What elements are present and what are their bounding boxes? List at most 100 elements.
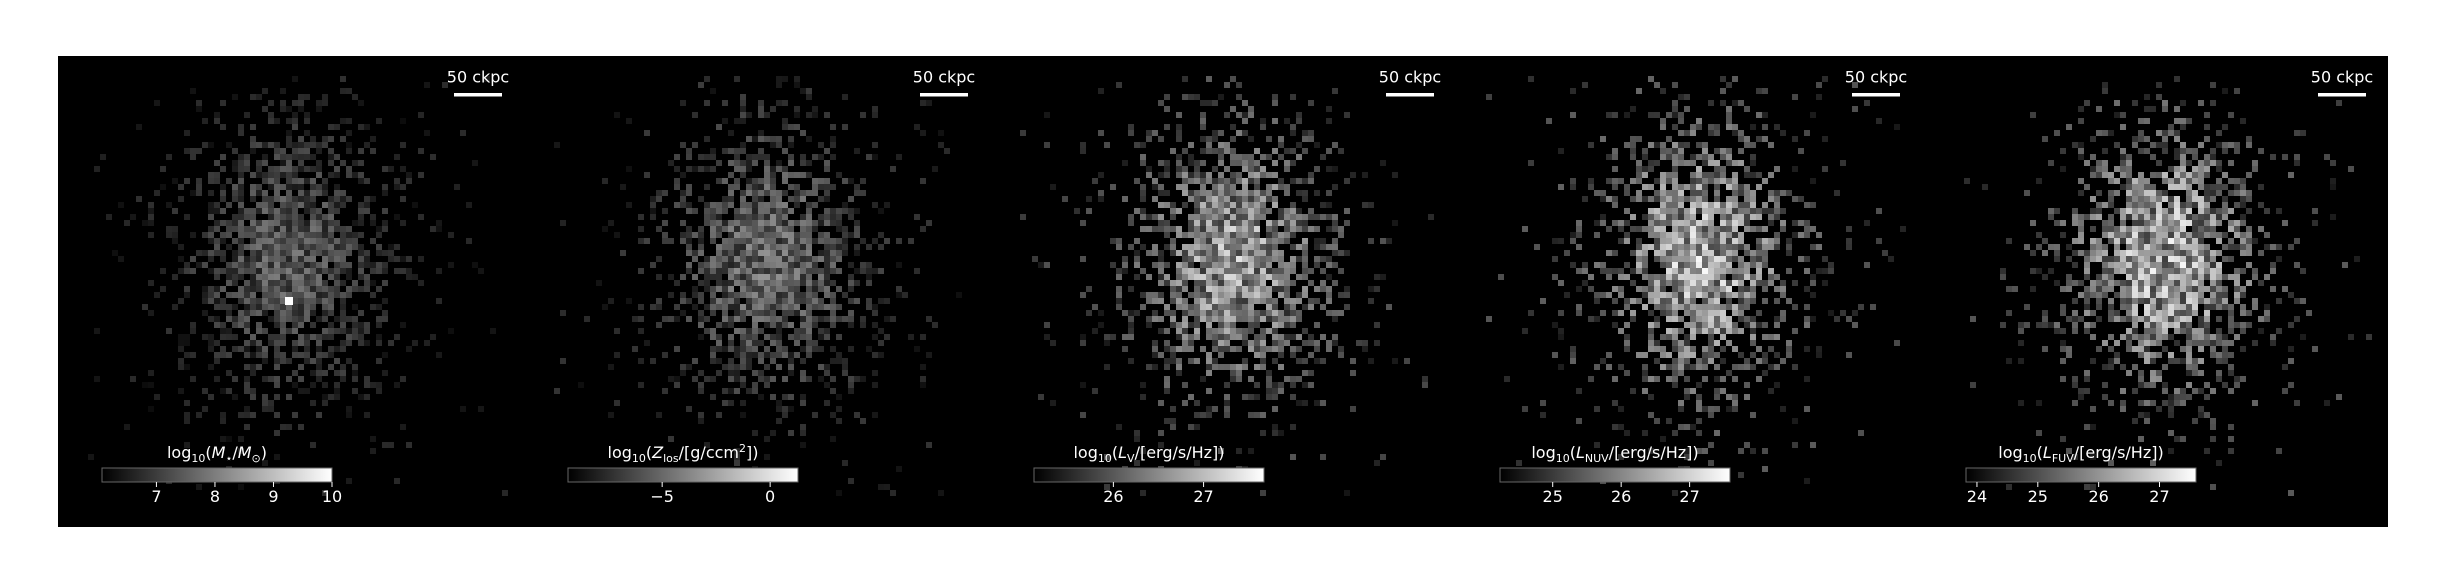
map-pixel — [1750, 262, 1756, 268]
map-pixel — [674, 316, 680, 322]
map-pixel — [2162, 250, 2168, 256]
map-pixel — [2054, 208, 2060, 214]
map-pixel — [1224, 256, 1230, 262]
map-pixel — [776, 352, 782, 358]
map-pixel — [824, 328, 830, 334]
map-pixel — [734, 238, 740, 244]
map-pixel — [208, 394, 214, 400]
map-pixel — [292, 208, 298, 214]
map-pixel — [226, 178, 232, 184]
map-pixel — [1804, 406, 1810, 412]
map-pixel — [292, 148, 298, 154]
map-pixel — [1200, 292, 1206, 298]
map-pixel — [1248, 154, 1254, 160]
map-pixel — [226, 244, 232, 250]
map-pixel — [2114, 142, 2120, 148]
map-pixel — [2048, 322, 2054, 328]
map-pixel — [806, 352, 812, 358]
map-pixel — [800, 298, 806, 304]
map-pixel — [1690, 334, 1696, 340]
label-part: / — [232, 443, 238, 462]
map-pixel — [2132, 292, 2138, 298]
map-pixel — [2198, 298, 2204, 304]
map-pixel — [1792, 136, 1798, 142]
map-pixel — [1128, 316, 1134, 322]
map-pixel — [238, 244, 244, 250]
map-pixel — [340, 226, 346, 232]
map-pixel — [358, 172, 364, 178]
map-pixel — [2144, 238, 2150, 244]
map-pixel — [1606, 250, 1612, 256]
map-pixel — [1224, 202, 1230, 208]
map-pixel — [818, 280, 824, 286]
map-pixel — [2180, 148, 2186, 154]
map-pixel — [1200, 304, 1206, 310]
map-pixel — [944, 148, 950, 154]
map-pixel — [334, 256, 340, 262]
map-pixel — [788, 298, 794, 304]
map-pixel — [704, 442, 710, 448]
map-pixel — [274, 376, 280, 382]
map-pixel — [250, 124, 256, 130]
map-pixel — [2162, 238, 2168, 244]
map-pixel — [1672, 310, 1678, 316]
map-pixel — [232, 190, 238, 196]
map-pixel — [758, 190, 764, 196]
map-pixel — [1170, 418, 1176, 424]
map-pixel — [608, 412, 614, 418]
map-pixel — [1726, 328, 1732, 334]
map-pixel — [178, 334, 184, 340]
map-pixel — [764, 136, 770, 142]
map-pixel — [794, 76, 800, 82]
map-pixel — [1774, 244, 1780, 250]
map-pixel — [1816, 244, 1822, 250]
map-pixel — [2186, 214, 2192, 220]
map-pixel — [406, 274, 412, 280]
map-pixel — [2150, 208, 2156, 214]
map-pixel — [2138, 352, 2144, 358]
map-pixel — [2138, 412, 2144, 418]
map-pixel — [2174, 166, 2180, 172]
map-pixel — [716, 268, 722, 274]
map-pixel — [782, 250, 788, 256]
map-pixel — [262, 310, 268, 316]
map-pixel — [770, 430, 776, 436]
map-pixel — [812, 322, 818, 328]
map-pixel — [716, 220, 722, 226]
map-pixel — [1756, 208, 1762, 214]
map-pixel — [286, 238, 292, 244]
map-pixel — [2174, 232, 2180, 238]
map-pixel — [1738, 202, 1744, 208]
map-pixel — [292, 346, 298, 352]
map-pixel — [2120, 298, 2126, 304]
map-pixel — [788, 364, 794, 370]
map-pixel — [812, 178, 818, 184]
map-pixel — [1612, 196, 1618, 202]
map-pixel — [1044, 112, 1050, 118]
map-pixel — [770, 358, 776, 364]
map-pixel — [752, 244, 758, 250]
map-pixel — [1248, 274, 1254, 280]
map-pixel — [214, 376, 220, 382]
map-pixel — [250, 298, 256, 304]
map-pixel — [1690, 328, 1696, 334]
map-pixel — [800, 238, 806, 244]
map-pixel — [1260, 298, 1266, 304]
map-pixel — [406, 256, 412, 262]
map-pixel — [322, 490, 328, 496]
map-pixel — [776, 418, 782, 424]
map-pixel — [292, 220, 298, 226]
map-pixel — [1242, 316, 1248, 322]
map-pixel — [1684, 334, 1690, 340]
map-pixel — [268, 214, 274, 220]
map-pixel — [208, 316, 214, 322]
map-pixel — [1702, 358, 1708, 364]
map-pixel — [1032, 256, 1038, 262]
map-pixel — [304, 94, 310, 100]
map-pixel — [746, 388, 752, 394]
map-pixel — [1188, 160, 1194, 166]
map-pixel — [304, 280, 310, 286]
map-pixel — [2096, 130, 2102, 136]
map-pixel — [226, 352, 232, 358]
map-pixel — [1750, 448, 1756, 454]
